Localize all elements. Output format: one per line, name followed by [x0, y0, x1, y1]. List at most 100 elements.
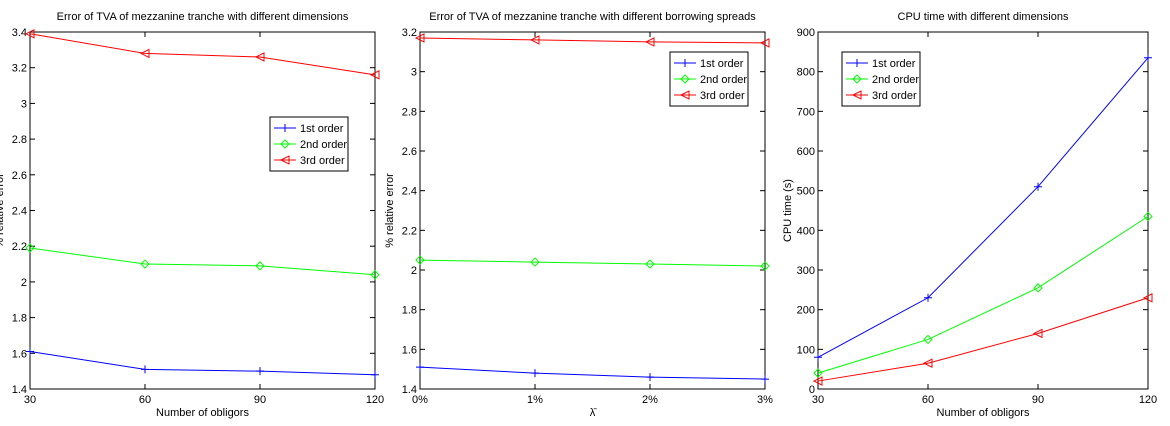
data-point — [1033, 283, 1043, 293]
y-tick-label: 2 — [21, 277, 27, 289]
legend: 1st order 2nd order 3rd order — [841, 51, 921, 107]
x-tick-label: 60 — [922, 394, 934, 406]
series-line — [817, 297, 1149, 382]
y-axis-label: % relative error — [384, 173, 396, 248]
data-point — [371, 370, 379, 379]
legend-label: 1st order — [700, 58, 744, 70]
y-axis-label: % relative error — [0, 173, 6, 248]
x-axis-label: Number of obligors — [937, 407, 1030, 419]
y-tick-label: 2.4 — [402, 186, 417, 198]
data-point — [25, 243, 35, 253]
series-line — [817, 216, 1149, 374]
x-tick-label: 1% — [527, 394, 543, 406]
series-line — [817, 57, 1149, 358]
data-point — [923, 334, 933, 345]
series-line — [29, 247, 376, 276]
y-tick-label: 2.4 — [12, 206, 27, 218]
data-point — [644, 37, 655, 47]
x-axis-label: λ̄ — [590, 407, 598, 419]
legend-marker — [679, 90, 690, 100]
y-tick-label: 1.4 — [12, 384, 27, 396]
y-axis-label: CPU time (s) — [782, 179, 794, 242]
chart-3: CPU time with different dimensions 0 100 20… — [782, 11, 1157, 419]
series-line — [29, 351, 376, 376]
x-tick-label: 120 — [1139, 394, 1157, 406]
data-point — [369, 70, 380, 80]
x-tick-label: 120 — [366, 394, 384, 406]
x-tick-label: 90 — [1032, 394, 1044, 406]
y-tick-label: 200 — [797, 305, 815, 317]
legend-marker — [280, 139, 290, 149]
legend-label: 3rd order — [872, 90, 917, 102]
legend: 1st order 2nd order 3rd order — [269, 116, 349, 172]
data-point — [254, 52, 265, 62]
legend-marker — [853, 59, 861, 67]
data-point — [646, 373, 654, 382]
y-tick-label: 3.2 — [12, 63, 27, 75]
legend-label: 1st order — [300, 123, 344, 135]
y-tick-label: 2.6 — [12, 170, 27, 182]
y-tick-label: 3.4 — [12, 27, 27, 39]
data-point — [531, 369, 539, 378]
y-tick-label: 900 — [797, 27, 815, 39]
data-point — [924, 293, 932, 302]
y-tick-label: 1.8 — [12, 313, 27, 325]
legend-marker — [681, 59, 689, 67]
data-point — [255, 261, 265, 271]
x-tick-label: 0% — [412, 394, 428, 406]
data-point — [812, 376, 823, 386]
y-tick-label: 3 — [411, 67, 417, 79]
series-2 — [415, 255, 770, 271]
y-tick-label: 2.8 — [402, 106, 417, 118]
data-point — [922, 358, 933, 369]
legend-marker — [279, 155, 290, 165]
y-tick-label: 2.2 — [12, 241, 27, 253]
x-tick-label: 90 — [254, 394, 266, 406]
data-point — [416, 363, 424, 372]
series-1 — [416, 363, 769, 384]
y-tick-label: 300 — [797, 265, 815, 277]
series-line — [419, 37, 766, 44]
data-point — [414, 33, 425, 43]
legend: 1st order 2nd order 3rd order — [669, 51, 749, 107]
legend-label: 3rd order — [700, 90, 745, 102]
y-tick-label: 100 — [797, 344, 815, 356]
y-tick-label: 2.2 — [402, 225, 417, 237]
y-tick-label: 2.8 — [12, 134, 27, 146]
data-point — [370, 270, 380, 280]
data-point — [24, 28, 35, 39]
series-line — [29, 33, 376, 76]
series-1 — [26, 347, 379, 379]
data-point — [139, 48, 150, 59]
data-point — [1032, 328, 1043, 339]
data-point — [1142, 292, 1153, 303]
legend-marker — [680, 74, 690, 84]
data-point — [759, 38, 770, 48]
x-tick-label: 2% — [642, 394, 658, 406]
series-1 — [814, 53, 1152, 362]
series-3 — [414, 33, 770, 48]
y-tick-label: 700 — [797, 106, 815, 118]
x-tick-label: 30 — [24, 394, 36, 406]
legend-marker — [852, 74, 862, 84]
x-tick-label: 60 — [139, 394, 151, 406]
legend-label: 2nd order — [872, 74, 919, 86]
series-2 — [25, 243, 380, 280]
series-2 — [813, 211, 1153, 378]
y-tick-label: 0 — [809, 384, 815, 396]
legend-label: 2nd order — [700, 74, 747, 86]
chart-title: Error of TVA of mezzanine tranche with d… — [57, 11, 349, 23]
legend-marker — [281, 124, 289, 132]
chart-title: CPU time with different dimensions — [898, 11, 1069, 23]
data-point — [1034, 182, 1042, 191]
chart-title: Error of TVA of mezzanine tranche with d… — [429, 11, 756, 23]
series-line — [419, 366, 766, 380]
series-3 — [812, 292, 1153, 386]
chart-1: Error of TVA of mezzanine tranche with d… — [0, 11, 384, 419]
y-tick-label: 1.6 — [12, 348, 27, 360]
y-tick-label: 2.6 — [402, 146, 417, 158]
data-point — [256, 367, 264, 376]
series-line — [419, 259, 766, 267]
series-3 — [24, 28, 380, 80]
